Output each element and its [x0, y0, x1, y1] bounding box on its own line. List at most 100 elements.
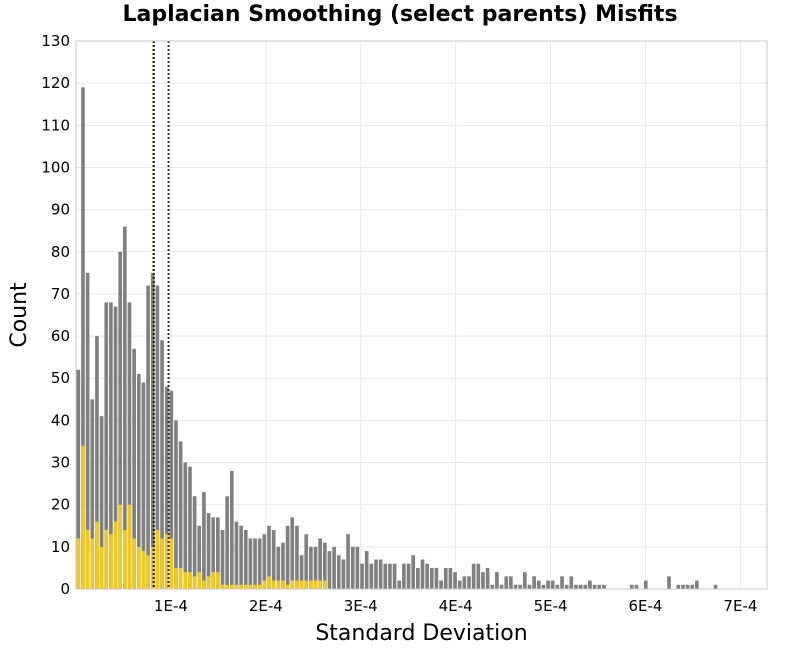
bar-all: [141, 382, 146, 589]
bar-all: [369, 563, 374, 589]
bar-all: [220, 529, 225, 589]
bar-all: [136, 374, 141, 589]
bar-subset: [313, 580, 318, 589]
bar-subset: [276, 580, 281, 589]
bar-all: [281, 542, 285, 589]
bar-all: [309, 546, 313, 589]
x-tick-label: 2E-4: [249, 597, 283, 615]
bar-all: [318, 538, 323, 589]
bar-all: [462, 576, 467, 589]
bar-all: [248, 538, 253, 589]
bar-all: [555, 584, 560, 589]
bar-subset: [202, 580, 206, 589]
bar-all: [490, 584, 495, 589]
bar-all: [527, 584, 532, 589]
bar-all: [397, 580, 402, 589]
bar-all: [188, 466, 192, 589]
bar-subset: [248, 584, 253, 589]
bar-subset: [257, 584, 262, 589]
bar-all: [216, 517, 220, 589]
bar-all: [560, 576, 564, 589]
bar-all: [504, 576, 509, 589]
bar-subset: [323, 580, 327, 589]
bar-subset: [243, 584, 248, 589]
bar-all: [85, 272, 90, 589]
bar-subset: [188, 572, 192, 589]
bar-all: [588, 580, 592, 589]
y-tick-label: 110: [41, 116, 70, 134]
bar-all: [574, 584, 578, 589]
x-tick-label: 6E-4: [629, 597, 663, 615]
bar-subset: [304, 580, 309, 589]
bar-all: [183, 462, 188, 589]
bar-all: [132, 348, 136, 589]
bar-all: [443, 567, 448, 589]
x-axis-ticks: 1E-4 2E-4 3E-4 4E-4 5E-4 6E-4 7E-4: [154, 597, 757, 615]
y-tick-label: 120: [41, 74, 70, 92]
bar-all: [416, 567, 420, 589]
bar-all: [518, 584, 522, 589]
bar-all: [522, 572, 527, 589]
bar-all: [509, 576, 513, 589]
bar-all: [578, 584, 583, 589]
bar-all: [155, 285, 160, 589]
bar-subset: [132, 538, 136, 589]
bar-all: [388, 563, 392, 589]
bar-all: [146, 285, 150, 589]
bar-all: [425, 563, 429, 589]
bar-all: [383, 563, 388, 589]
bar-all: [355, 546, 360, 589]
bar-all: [206, 513, 211, 589]
x-tick-label: 3E-4: [344, 597, 378, 615]
bar-subset: [285, 584, 290, 589]
bar-subset: [234, 584, 239, 589]
bar-all: [713, 584, 718, 589]
bar-all: [378, 559, 383, 589]
bar-subset: [178, 567, 183, 589]
bar-all: [690, 584, 695, 589]
bar-all: [99, 416, 104, 589]
bar-subset: [150, 546, 155, 589]
bar-subset: [216, 572, 220, 589]
bar-subset: [239, 584, 243, 589]
x-tick-label: 1E-4: [154, 597, 188, 615]
bar-all: [299, 555, 304, 589]
bar-subset: [206, 576, 211, 589]
bar-subset: [225, 584, 229, 589]
bar-subset: [155, 529, 160, 589]
bar-all: [290, 517, 295, 589]
bar-all: [327, 551, 332, 589]
bar-all: [202, 492, 206, 589]
bar-subset: [141, 551, 146, 589]
bar-subset: [253, 584, 257, 589]
bar-subset: [309, 580, 313, 589]
bar-subset: [290, 580, 295, 589]
bar-all: [471, 563, 476, 589]
y-tick-label: 90: [51, 201, 70, 219]
bar-all: [336, 555, 341, 589]
bar-all: [285, 525, 290, 589]
bar-subset: [229, 584, 234, 589]
y-tick-label: 60: [51, 327, 70, 345]
bar-all: [178, 441, 183, 589]
y-tick-label: 0: [60, 580, 70, 598]
bar-subset: [127, 504, 132, 589]
bar-subset: [104, 529, 109, 589]
y-tick-label: 40: [51, 411, 70, 429]
y-tick-label: 20: [51, 496, 70, 514]
bar-all: [485, 567, 490, 589]
bar-all: [118, 251, 123, 589]
bar-all: [313, 546, 318, 589]
bar-all: [197, 525, 202, 589]
bar-subset: [174, 567, 178, 589]
reference-lines: [152, 41, 170, 589]
bar-all: [234, 521, 239, 589]
bar-all: [374, 559, 378, 589]
histogram-bars: [76, 87, 718, 589]
bar-all: [602, 584, 606, 589]
bar-subset: [299, 580, 304, 589]
bar-all: [550, 580, 555, 589]
bar-subset: [123, 529, 127, 589]
y-tick-label: 130: [41, 32, 70, 50]
